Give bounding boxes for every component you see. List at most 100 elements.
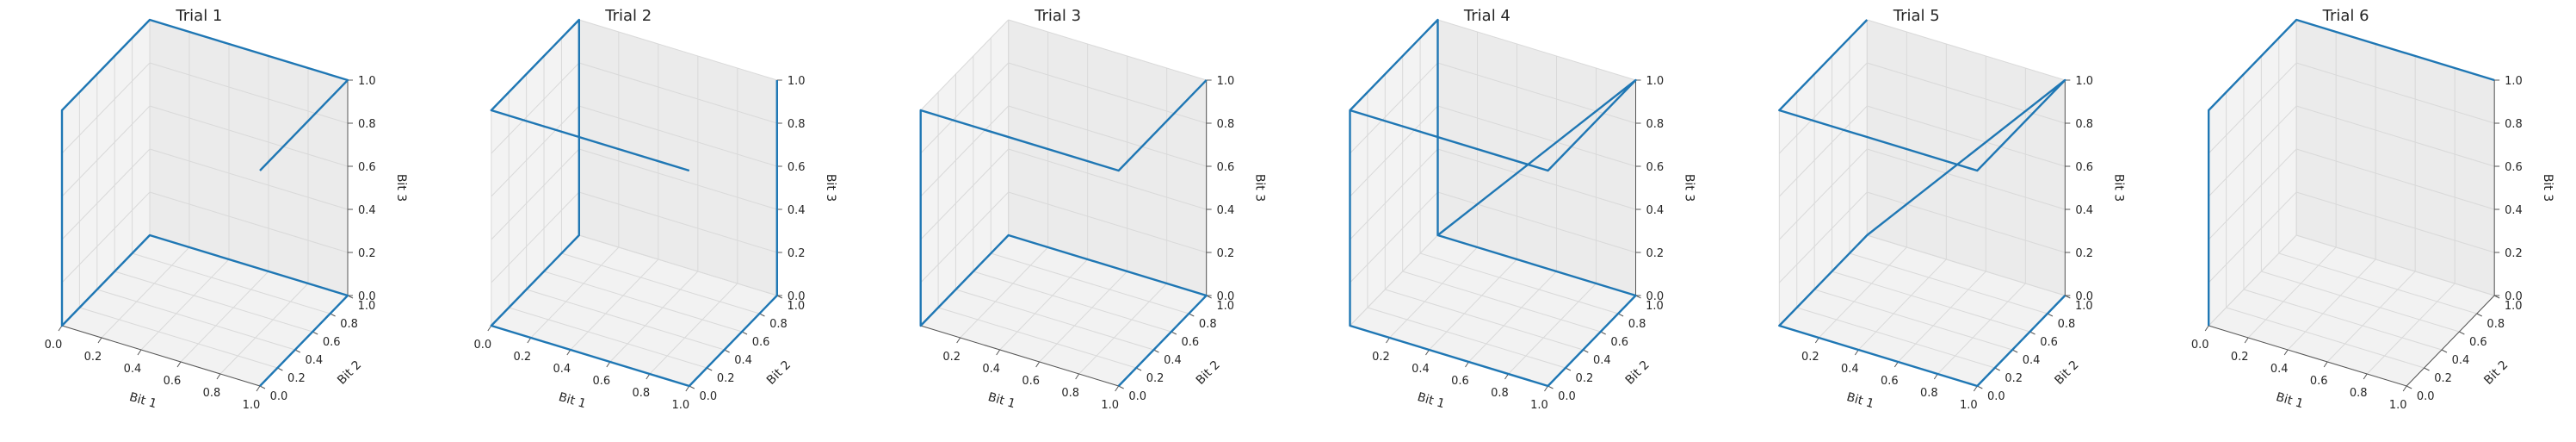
z-tick-label: 1.0 — [2505, 75, 2523, 88]
gridline — [61, 148, 151, 240]
gridline — [1437, 105, 1636, 167]
series-line — [1349, 18, 1637, 388]
gridline — [2208, 148, 2297, 240]
x-axis-label: Bit 1 — [127, 390, 158, 411]
z-tick-label: 0.8 — [2505, 118, 2523, 131]
x-tick — [1075, 373, 1080, 380]
chart-title: Trial 3 — [1034, 7, 1081, 25]
chart-title: Trial 4 — [1463, 7, 1510, 25]
gridline — [920, 191, 1010, 283]
gridline — [570, 258, 659, 351]
x-tick — [2363, 373, 2368, 380]
x-tick-label: 1.0 — [671, 399, 689, 412]
gridline — [1385, 289, 1584, 351]
x-tick — [1115, 385, 1120, 392]
y-tick-label: 0.0 — [2417, 390, 2435, 403]
gridline — [1389, 246, 1478, 339]
x-tick-label: 0.6 — [2310, 375, 2328, 388]
floor-pane — [920, 235, 1207, 386]
gridline — [2261, 271, 2460, 333]
gridline — [96, 289, 295, 351]
z-tick-label: 0.0 — [1646, 290, 1665, 303]
gridline — [149, 148, 349, 210]
gridline — [543, 271, 743, 333]
series-line — [2207, 18, 2495, 326]
gridline — [61, 191, 151, 283]
y-tick-label: 0.2 — [1576, 372, 1594, 385]
x-tick — [137, 349, 142, 356]
chart-panel-5: Trial 50.20.40.60.81.00.00.20.40.60.81.0… — [1778, 7, 2125, 412]
y-tick-label: 0.6 — [2040, 336, 2058, 349]
z-tick-label: 0.8 — [788, 118, 806, 131]
z-tick-label: 0.0 — [1217, 290, 1235, 303]
y-tick-label: 0.2 — [2005, 372, 2023, 385]
gridline — [2287, 258, 2376, 351]
x-tick — [216, 373, 221, 380]
left-pane — [920, 20, 1009, 326]
x-axis-label: Bit 1 — [2275, 390, 2306, 411]
y-tick — [2424, 367, 2430, 371]
gridline — [561, 252, 760, 314]
gridline — [1778, 62, 1868, 154]
gridline — [1429, 258, 1517, 351]
gridline — [1867, 105, 2066, 167]
gridline — [920, 19, 1010, 111]
z-tick-label: 0.8 — [1646, 118, 1665, 131]
gridline — [2208, 234, 2297, 327]
y-tick-label: 0.4 — [1593, 354, 1611, 367]
z-tick-label: 0.2 — [2505, 247, 2523, 260]
gridline — [2208, 191, 2297, 283]
gridline — [1778, 148, 1868, 240]
x-tick-label: 0.8 — [632, 387, 650, 400]
z-tick-label: 0.0 — [788, 290, 806, 303]
y-tick-label: 0.6 — [323, 336, 341, 349]
y-tick-label: 0.6 — [1610, 336, 1628, 349]
z-tick-label: 0.4 — [2505, 204, 2523, 217]
gridline — [114, 271, 313, 333]
back-pane — [150, 20, 348, 296]
z-axis-label: Bit 3 — [2541, 174, 2554, 202]
x-tick-label: 0.0 — [45, 339, 63, 352]
z-tick-label: 0.2 — [358, 247, 376, 260]
x-axis-line — [920, 325, 1119, 387]
z-tick-label: 1.0 — [1217, 75, 1235, 88]
gridline — [2296, 148, 2495, 210]
z-axis-label: Bit 3 — [824, 174, 837, 202]
gridline — [1350, 148, 1438, 240]
gridline — [180, 271, 269, 363]
gridline — [2366, 283, 2456, 375]
gridline — [991, 252, 1189, 314]
z-tick-label: 0.2 — [1217, 247, 1235, 260]
chart-panel-1: Trial 10.00.20.40.60.81.00.00.20.40.60.8… — [45, 7, 408, 412]
z-tick-label: 0.2 — [2075, 247, 2093, 260]
left-pane — [491, 20, 579, 326]
gridline — [1778, 105, 1868, 197]
x-tick-label: 1.0 — [1101, 399, 1119, 412]
x-axis-line — [61, 325, 261, 387]
chart-title: Trial 2 — [604, 7, 652, 25]
x-tick — [2402, 385, 2407, 392]
gridline — [1437, 148, 1636, 210]
z-tick-label: 0.4 — [2075, 204, 2093, 217]
gridline — [920, 62, 1010, 154]
gridline — [973, 271, 1172, 333]
y-tick-label: 0.6 — [1182, 336, 1200, 349]
x-tick-label: 0.6 — [592, 375, 610, 388]
gridline — [101, 246, 190, 339]
gridline — [132, 252, 330, 314]
x-tick-label: 0.6 — [1881, 375, 1899, 388]
z-tick-label: 0.6 — [1217, 161, 1235, 174]
z-axis-label: Bit 3 — [394, 174, 408, 202]
chart-panel-2: Trial 20.00.20.40.60.81.00.00.20.40.60.8… — [473, 7, 837, 412]
gridline — [79, 307, 278, 369]
z-axis-label: Bit 3 — [1683, 174, 1696, 202]
z-tick-label: 0.0 — [358, 290, 376, 303]
back-pane — [578, 20, 777, 296]
gridline — [1008, 19, 1207, 81]
x-tick-label: 0.0 — [2191, 339, 2209, 352]
left-pane — [1779, 20, 1868, 326]
series-line — [490, 18, 778, 388]
z-tick-label: 0.6 — [1646, 161, 1665, 174]
z-tick-label: 0.6 — [2075, 161, 2093, 174]
